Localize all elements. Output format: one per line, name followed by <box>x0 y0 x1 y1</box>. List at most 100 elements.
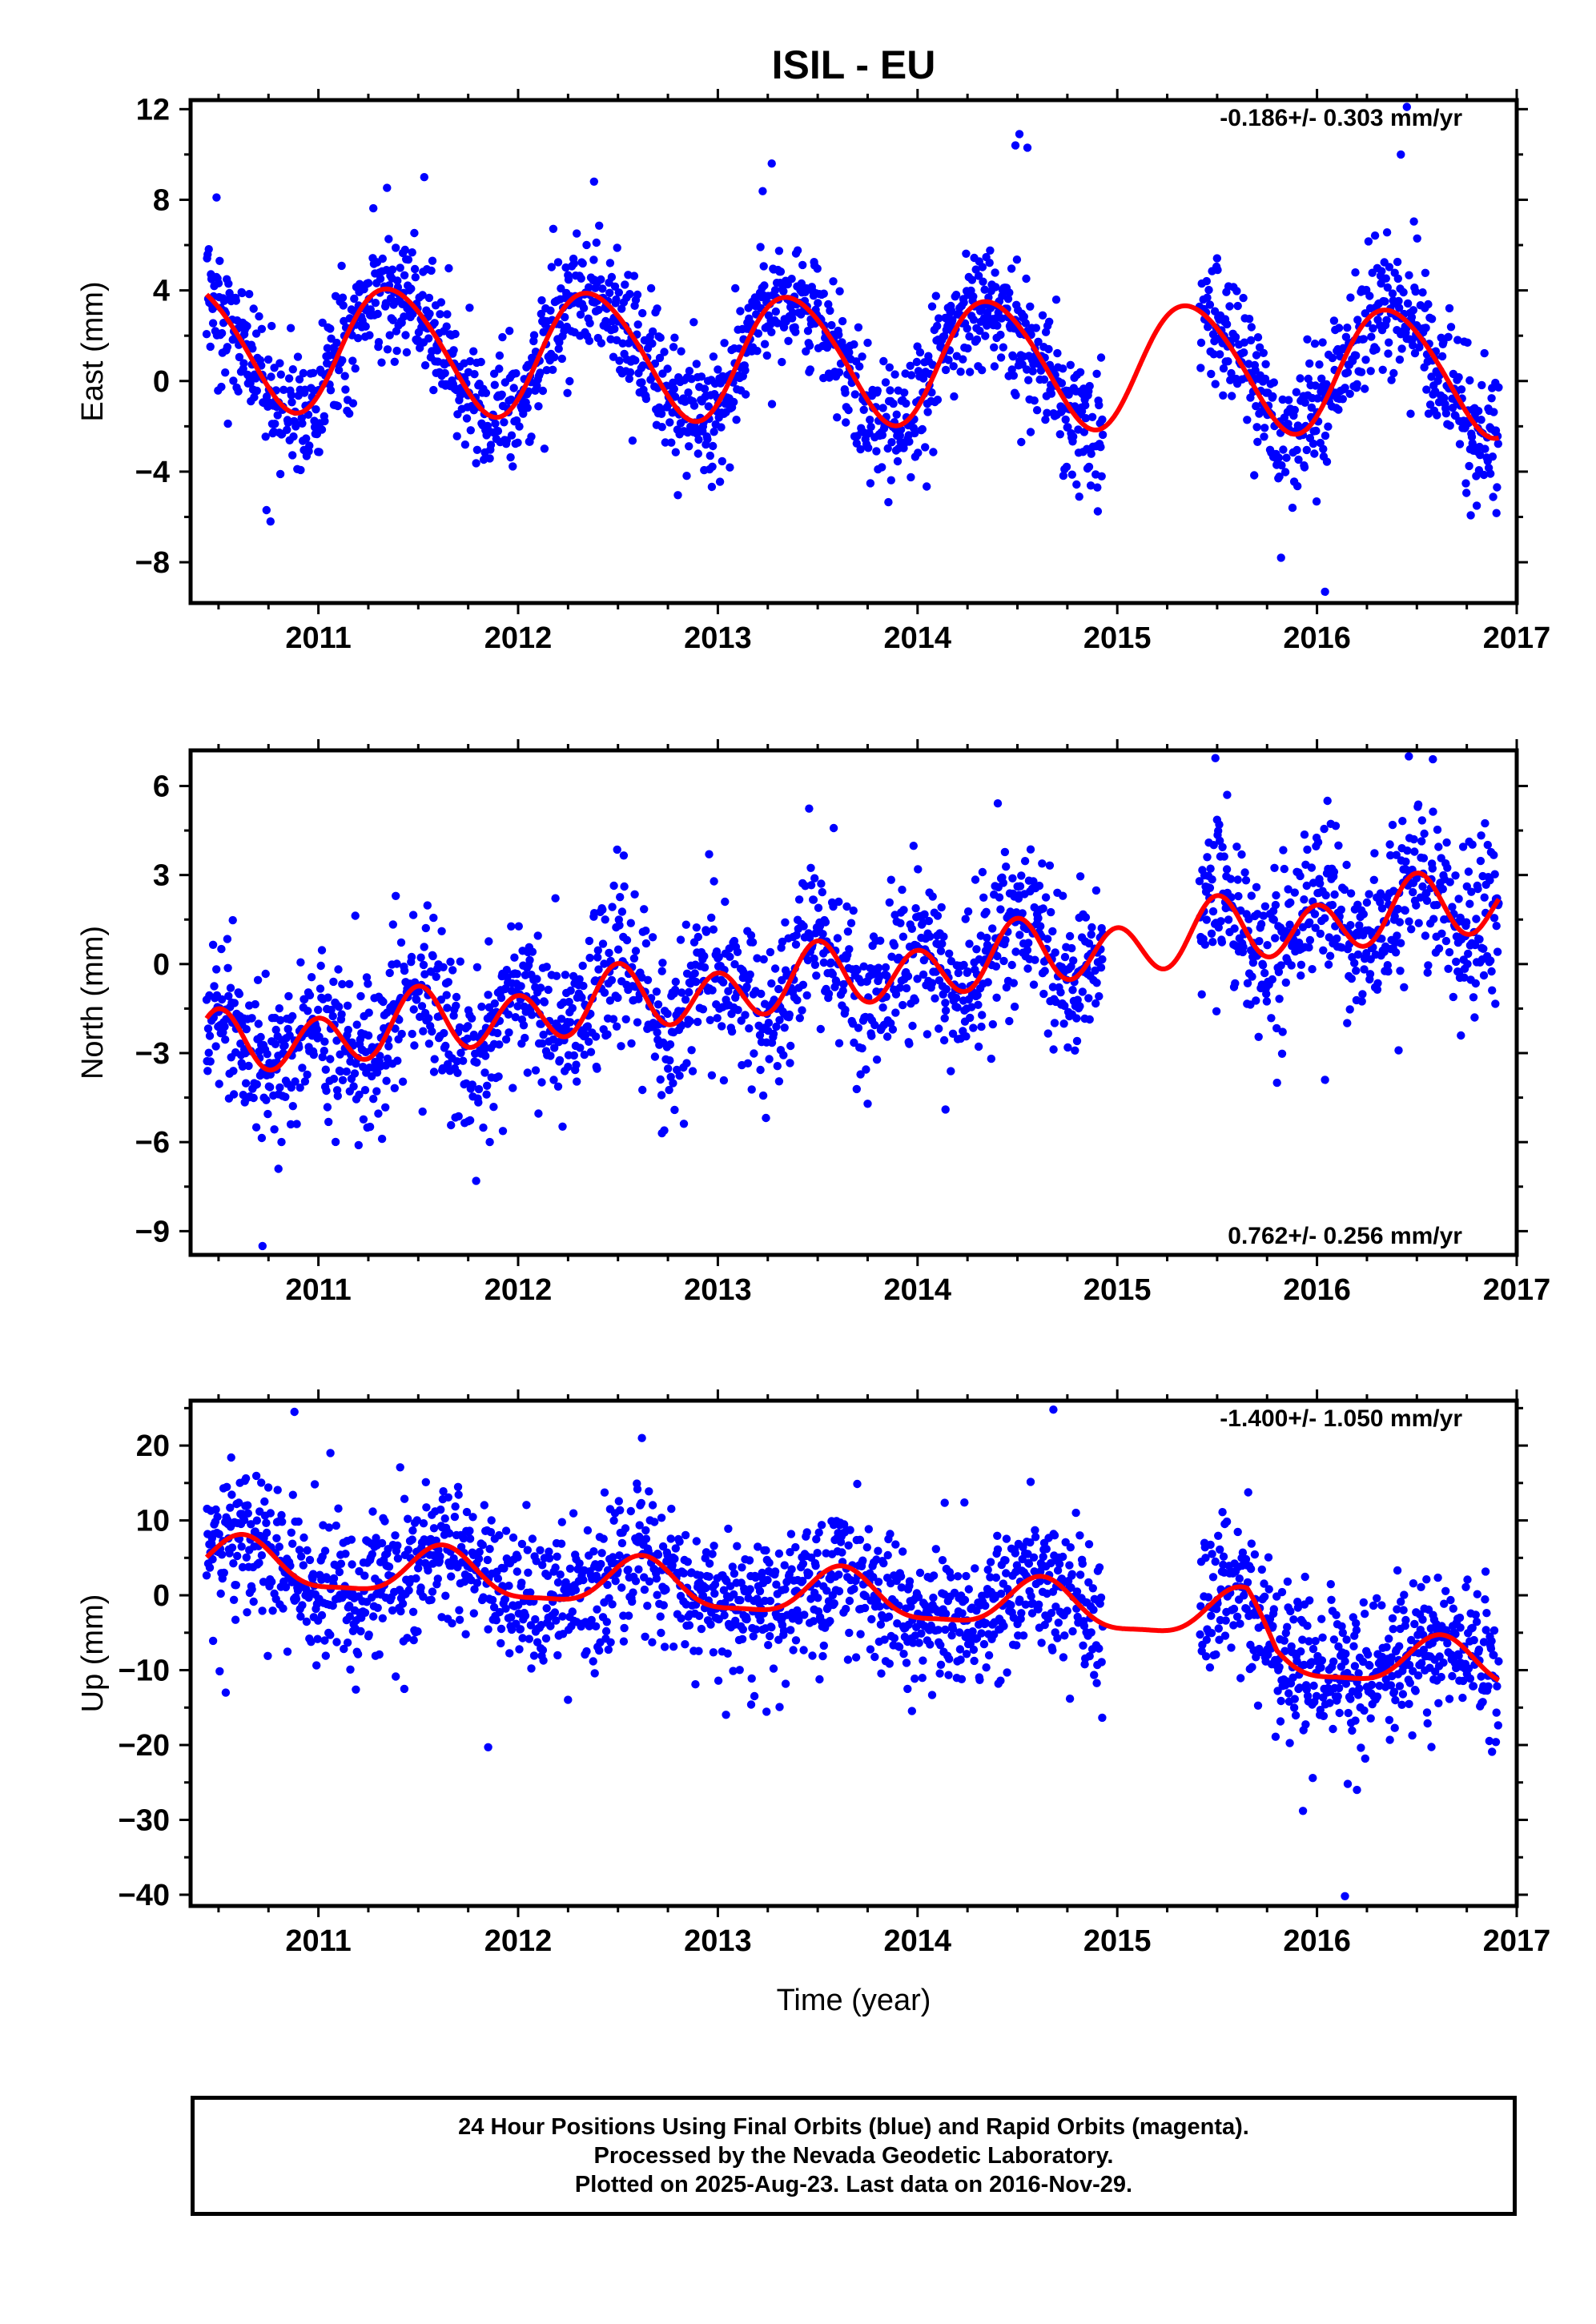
data-point <box>705 850 714 858</box>
data-point <box>1282 453 1291 462</box>
data-point <box>713 1014 722 1023</box>
data-point <box>1268 975 1277 984</box>
data-point <box>227 1453 235 1462</box>
data-point <box>961 915 970 923</box>
data-point <box>617 304 626 313</box>
data-point <box>1093 507 1103 516</box>
data-point <box>927 979 937 987</box>
data-point <box>950 392 959 401</box>
data-point <box>453 1068 462 1078</box>
data-point <box>758 187 767 195</box>
data-point <box>1279 445 1288 454</box>
data-point <box>1422 896 1432 906</box>
data-point <box>1321 914 1329 923</box>
data-point <box>345 979 354 989</box>
data-point <box>352 1685 360 1694</box>
data-point <box>625 368 635 377</box>
data-point <box>388 316 397 324</box>
data-point <box>298 1601 307 1610</box>
data-point <box>933 321 942 331</box>
data-point <box>889 399 898 408</box>
data-point <box>948 1029 958 1039</box>
data-point <box>413 1627 422 1636</box>
data-point <box>483 1555 492 1565</box>
data-point <box>554 344 563 353</box>
data-point <box>392 243 400 252</box>
data-point <box>1305 943 1313 952</box>
data-point <box>1471 979 1481 988</box>
data-point <box>599 1534 608 1543</box>
data-point <box>307 1638 316 1647</box>
data-point <box>1039 375 1049 384</box>
data-point <box>295 1043 304 1052</box>
data-point <box>355 1090 364 1100</box>
data-point <box>828 970 838 979</box>
data-point <box>1445 304 1454 313</box>
data-point <box>1405 917 1413 926</box>
data-point <box>888 1025 898 1034</box>
data-point <box>419 1027 428 1035</box>
data-point <box>436 1505 445 1514</box>
data-point <box>1312 497 1321 506</box>
data-point <box>813 264 822 273</box>
data-point <box>834 368 844 377</box>
data-point <box>1412 901 1421 910</box>
data-point <box>767 328 776 336</box>
data-point <box>833 934 842 943</box>
data-point <box>448 1618 456 1628</box>
y-axis-label: North (mm) <box>76 926 110 1080</box>
data-point <box>376 274 385 283</box>
data-point <box>573 1077 581 1086</box>
data-point <box>1395 918 1405 927</box>
data-point <box>219 1568 228 1578</box>
data-point <box>241 1474 251 1483</box>
data-point <box>208 940 218 950</box>
data-point <box>217 944 226 954</box>
data-point <box>1465 461 1473 471</box>
data-point <box>542 366 551 375</box>
data-point <box>1444 964 1453 974</box>
data-point <box>578 259 587 268</box>
data-point <box>1209 350 1218 359</box>
data-point <box>1205 883 1215 893</box>
data-point <box>428 1587 437 1596</box>
data-point <box>305 1555 315 1565</box>
data-point <box>941 1105 950 1114</box>
data-point <box>580 1050 589 1059</box>
data-point <box>217 382 226 392</box>
data-point <box>863 338 872 348</box>
data-point <box>241 1079 251 1088</box>
data-point <box>496 1638 505 1648</box>
data-point <box>722 1711 730 1719</box>
data-point <box>443 1003 452 1012</box>
data-point <box>753 954 762 963</box>
data-point <box>1243 416 1252 424</box>
data-point <box>1488 986 1497 995</box>
data-point <box>905 1039 914 1048</box>
data-point <box>480 1045 488 1054</box>
data-point <box>542 1604 551 1613</box>
data-point <box>979 893 988 903</box>
data-point <box>645 1487 653 1496</box>
data-point <box>1098 430 1108 440</box>
data-point <box>388 1606 397 1615</box>
data-point <box>648 339 657 348</box>
data-point <box>677 1022 685 1031</box>
data-point <box>757 989 766 999</box>
data-point <box>568 1607 577 1616</box>
data-point <box>629 1588 637 1597</box>
data-point <box>597 1549 606 1558</box>
data-point <box>1241 876 1251 885</box>
data-point <box>1240 338 1249 347</box>
data-point <box>555 338 564 347</box>
data-point <box>619 851 629 860</box>
data-point <box>342 1067 351 1076</box>
data-point <box>915 348 925 357</box>
data-point <box>341 385 350 394</box>
data-point <box>550 1608 560 1617</box>
data-point <box>685 1017 694 1026</box>
data-point <box>1477 380 1486 390</box>
data-point <box>481 388 491 397</box>
data-point <box>719 978 728 987</box>
data-point <box>510 953 519 962</box>
